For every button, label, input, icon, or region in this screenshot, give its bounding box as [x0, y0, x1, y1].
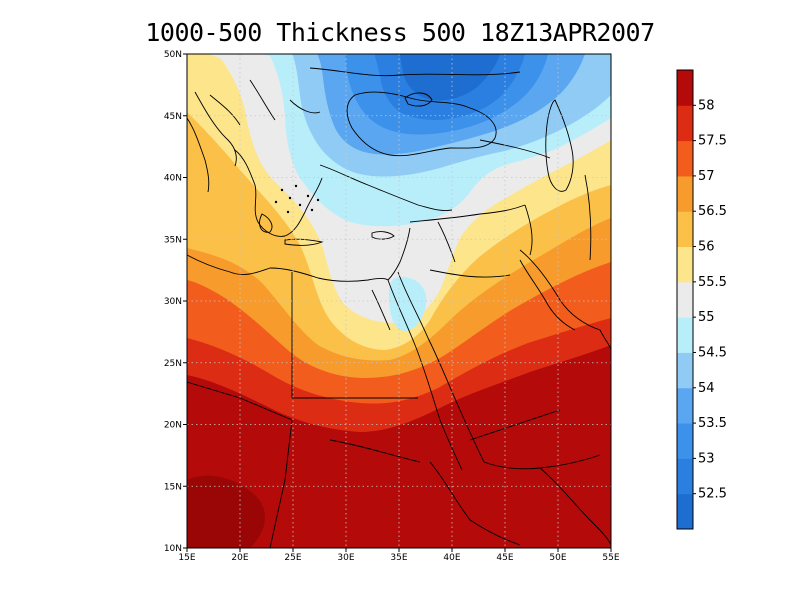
black-sea-coast: [346, 91, 497, 157]
red-sea-west: [387, 279, 463, 471]
ukraine-russia: [309, 67, 521, 77]
saudi-iraq-border: [429, 269, 511, 278]
somalia-coast: [539, 467, 611, 546]
colorbar-swatch: [677, 140, 693, 177]
anatolia-coast: [319, 164, 453, 211]
sudan-inner: [329, 439, 421, 463]
colorbar-swatch: [677, 175, 693, 212]
chad-sudan-border: [269, 419, 293, 548]
adriatic-coast: [194, 91, 237, 167]
ethiopia-border: [429, 461, 521, 546]
syria-iraq-border: [437, 221, 456, 263]
caspian-sea: [545, 99, 574, 192]
crete: [284, 238, 324, 246]
saudi-yemen-border: [469, 409, 561, 441]
colorbar-swatch: [677, 246, 693, 283]
graticule-gridlines: [187, 54, 611, 548]
iraq-iran-border: [524, 204, 533, 256]
sinai-pocket: [388, 277, 427, 331]
peloponnese: [259, 213, 273, 233]
colorbar-swatch: [677, 387, 693, 424]
colorbar-swatch: [677, 317, 693, 353]
lat-tick-label: 40N: [164, 174, 182, 184]
turkey-syria-border: [409, 204, 526, 223]
aegean-islands: [274, 184, 320, 214]
colorbar-label: 58: [698, 98, 715, 113]
caucasus: [479, 139, 551, 159]
band-52: [400, 54, 500, 101]
colorbar-label: 54: [698, 381, 715, 396]
lon-tick-label: 35E: [390, 553, 407, 563]
lat-tick-label: 45N: [164, 112, 182, 122]
lat-tick-label: 25N: [164, 359, 182, 369]
lon-tick-label: 15E: [178, 553, 195, 563]
colorbar-label: 54.5: [698, 345, 727, 360]
lon-tick-label: 20E: [231, 553, 248, 563]
colorbar-label: 57.5: [698, 134, 727, 149]
map-title: 1000-500 Thickness 500 18Z13APR2007: [145, 18, 655, 47]
iran-east: [584, 174, 592, 261]
lon-tick-label: 45E: [496, 553, 513, 563]
persian-gulf: [519, 249, 611, 351]
colorbar-swatch: [677, 281, 693, 318]
colorbar-label: 55: [698, 310, 715, 325]
lat-tick-label: 20N: [164, 421, 182, 431]
colorbar-label: 56.5: [698, 204, 727, 219]
color-legend: 52.5 53 53.5 54 54.5 55 55.5 56 56.5 57 57.5 58: [676, 69, 727, 530]
colorbar-swatch: [677, 352, 693, 389]
colorbar-swatch: [677, 423, 693, 459]
lat-tick-label: 50N: [164, 50, 182, 60]
lon-tick-label: 25E: [284, 553, 301, 563]
colorbar-label: 55.5: [698, 275, 727, 290]
lat-tick-label: 30N: [164, 297, 182, 307]
map-axes: 15E 20E 25E 30E 35E 40E 45E 50E 55E 10N 15N 20N 25N 3…: [164, 50, 620, 563]
persian-gulf-west: [519, 259, 576, 331]
libya-chad-border: [187, 381, 293, 421]
lat-tick-label: 10N: [164, 544, 182, 554]
colorbar-label: 52.5: [698, 487, 727, 502]
red-sea-east: [397, 271, 485, 463]
colorbar-swatch: [677, 211, 693, 248]
lon-tick-label: 30E: [337, 553, 354, 563]
italy-coast: [187, 117, 210, 193]
lon-tick-label: 50E: [549, 553, 566, 563]
colorbar-swatch: [677, 70, 693, 106]
gulf-of-suez: [371, 289, 391, 331]
crimea-coast: [404, 92, 433, 107]
colorbar-label: 53: [698, 451, 715, 466]
colorbar-swatch: [677, 458, 693, 495]
lon-tick-label: 40E: [443, 553, 460, 563]
colorbar-label: 57: [698, 169, 715, 184]
levant-coast: [387, 227, 411, 281]
colorbar-swatch: [677, 105, 693, 142]
coastlines-and-borders: [187, 67, 611, 548]
colorbar-frame: [676, 69, 694, 530]
cyprus: [371, 231, 395, 240]
greece-coast: [234, 149, 323, 237]
balkans-borders: [209, 79, 321, 126]
lat-tick-label: 35N: [164, 235, 182, 245]
lat-tick-label: 15N: [164, 482, 182, 492]
lon-tick-label: 55E: [602, 553, 619, 563]
colorbar-swatch: [677, 493, 693, 530]
colorbar-label: 56: [698, 240, 715, 255]
colorbar-label: 53.5: [698, 416, 727, 431]
sahara-deep-pocket: [187, 475, 266, 548]
